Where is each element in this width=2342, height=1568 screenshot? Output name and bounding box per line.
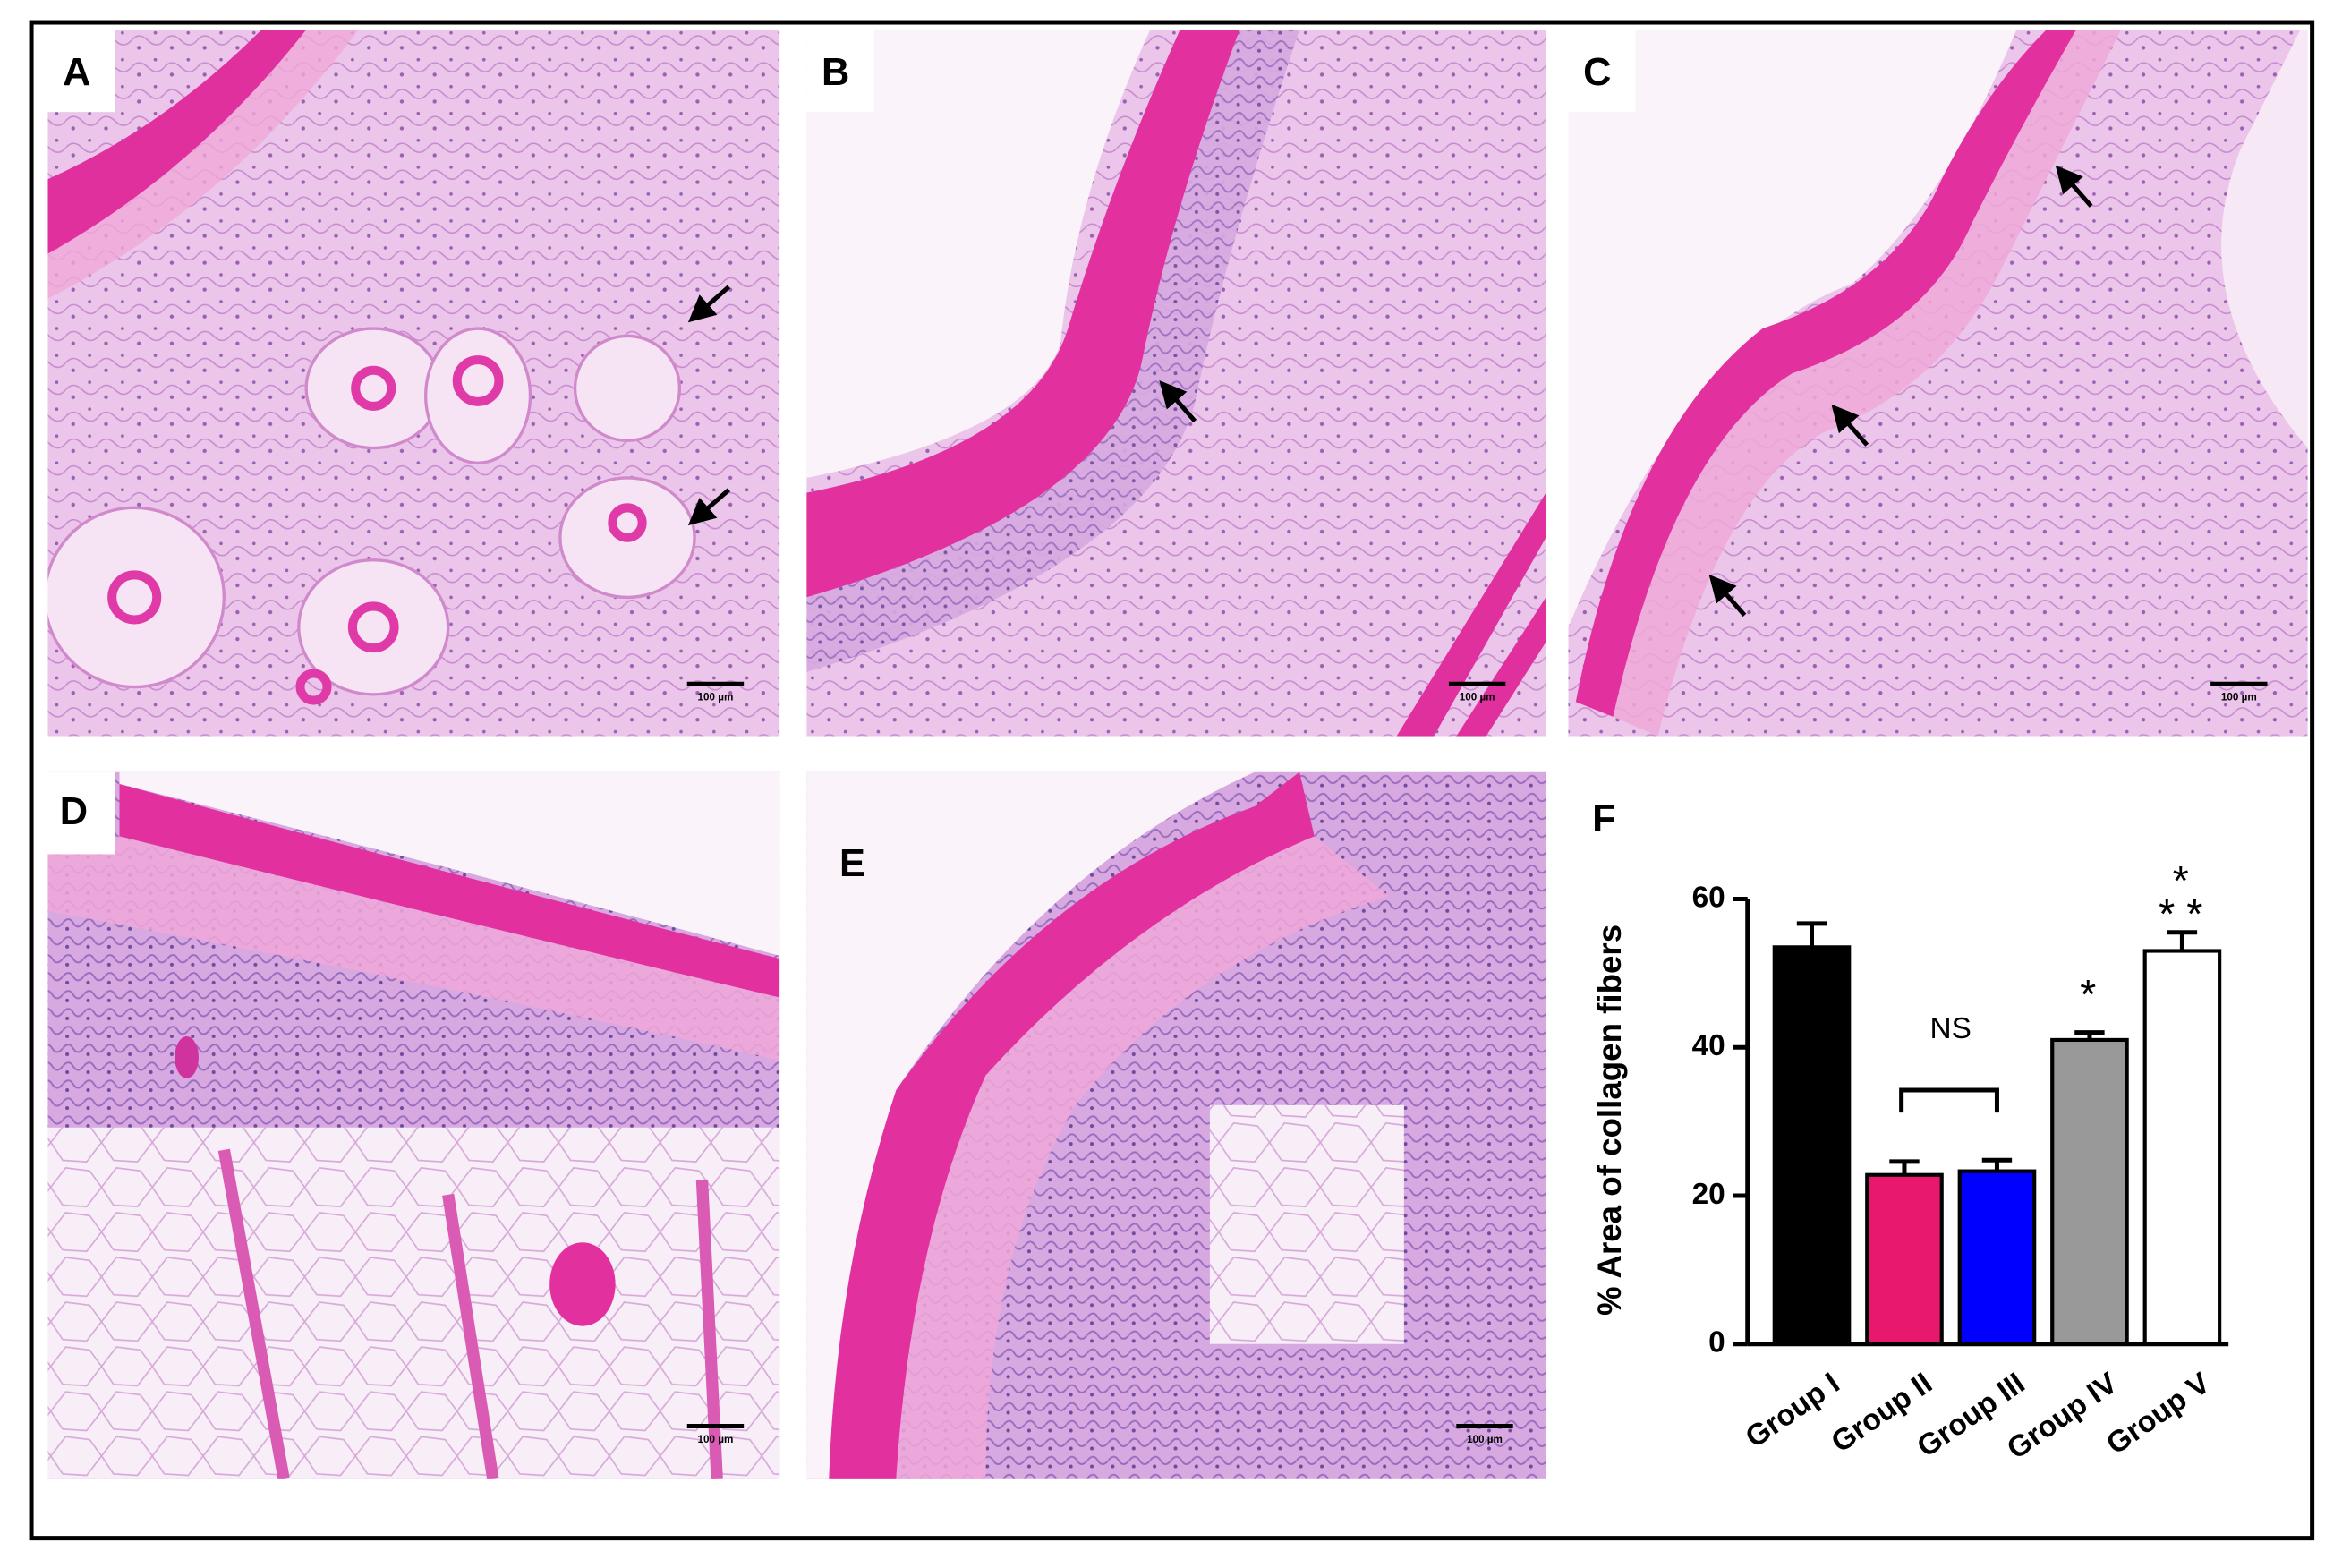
panel-label: B (822, 51, 849, 94)
ns-bracket (1899, 1087, 1999, 1113)
label-box (47, 771, 115, 855)
panel-label: C (1583, 51, 1611, 94)
panel-label: E (839, 842, 865, 885)
panel-c-image (1568, 30, 2308, 737)
bar-chart: % Area of collagen fibers 0 20 40 60 Group I… (1591, 857, 2229, 1466)
panel-label: D (60, 790, 88, 833)
scale-bars (686, 681, 2268, 1428)
annotation: * * (2159, 891, 2202, 937)
label-box (806, 30, 874, 113)
error-bar (1889, 1159, 1920, 1175)
scale-bar-label: 100 µm (698, 692, 734, 703)
annotation: * (2080, 971, 2096, 1018)
y-tick-label: 60 (1692, 881, 1725, 914)
x-tick-label: Group V (2100, 1367, 2217, 1461)
bar (1957, 1169, 2037, 1346)
panel-label: F (1592, 797, 1616, 840)
y-axis-label: % Area of collagen fibers (1591, 925, 1628, 1316)
panel-e-image (806, 771, 1546, 1479)
panel-label: A (63, 51, 90, 94)
scale-bar-label: 100 µm (1460, 692, 1495, 703)
annotation: NS (1930, 1012, 1972, 1045)
error-bar (1981, 1157, 2013, 1172)
bar (1865, 1172, 1944, 1346)
panel-b-image (806, 30, 1546, 737)
scale-bar-label: 100 µm (1467, 1434, 1503, 1445)
y-tick-label: 0 (1708, 1326, 1725, 1359)
label-box (1568, 30, 1636, 113)
error-bar (2167, 930, 2198, 951)
label-box (47, 30, 115, 113)
panel-d-image (47, 771, 780, 1479)
scale-bar-label: 100 µm (698, 1434, 734, 1445)
bar (2050, 1037, 2129, 1346)
bar (2142, 949, 2222, 1346)
figure-border (29, 20, 2315, 1541)
annotation: * (2173, 857, 2189, 904)
y-tick-label: 20 (1692, 1178, 1725, 1211)
error-bar (1796, 921, 1827, 948)
bar (1772, 945, 1852, 1346)
panel-a-image (47, 30, 780, 737)
x-tick-label: Group I (1740, 1367, 1845, 1454)
y-tick-label: 40 (1692, 1029, 1725, 1062)
error-bar (2074, 1030, 2105, 1040)
scale-bar-label: 100 µm (2221, 692, 2257, 703)
